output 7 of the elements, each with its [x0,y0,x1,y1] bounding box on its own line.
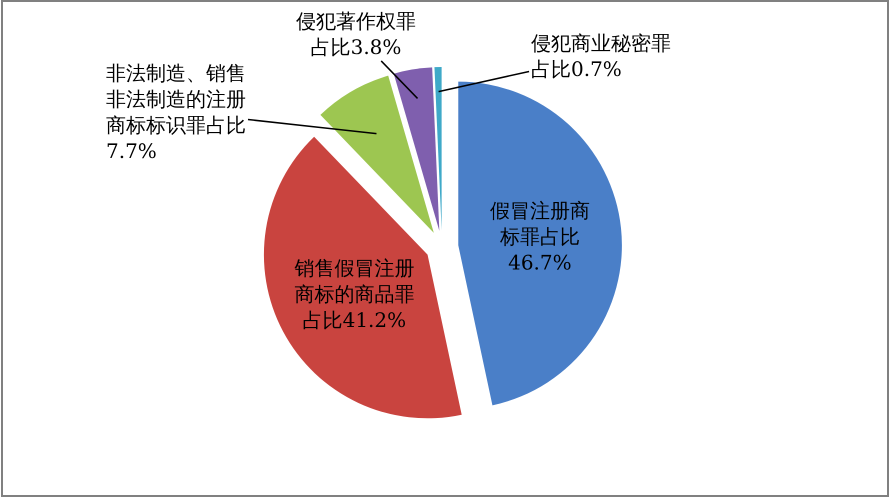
slice-label: 假冒注册商标罪占比 [490,198,590,249]
slice-label: 侵犯著作权罪占比3.8% [296,9,416,59]
slice-label: 销售假冒注册商标的商品罪占比41.2% [293,256,414,332]
data-label: 46.7% [508,250,572,275]
slice-label: 非法制造、销售非法制造的注册商标标识罪占比 [106,61,246,137]
data-label: 7.7% [106,139,157,163]
slice-label: 侵犯商业秘密罪占比0.7% [531,31,671,81]
